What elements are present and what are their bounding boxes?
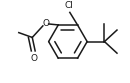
Text: O: O	[31, 54, 38, 63]
Text: O: O	[42, 19, 49, 28]
Text: Cl: Cl	[64, 1, 73, 10]
